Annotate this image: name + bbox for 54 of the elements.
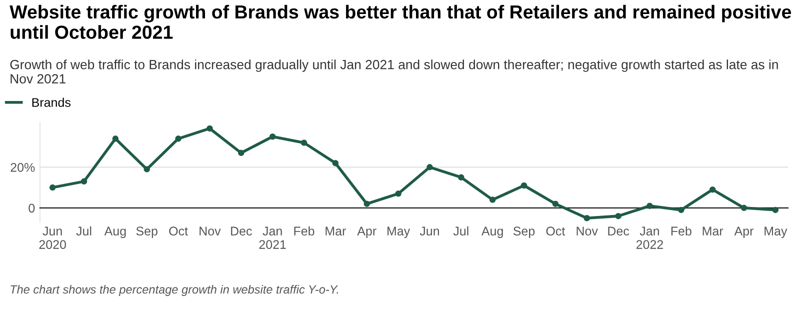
point [206,125,213,132]
x-tick-label: Dec [231,226,252,236]
legend-label: Brands [32,98,70,107]
x-tick-label: Nov [576,226,598,236]
point [395,190,402,197]
x-tick-label: May [764,226,788,238]
x-tick-label: Jan 2021 [259,226,286,249]
x-tick-label: Mar [702,226,724,236]
point [709,186,716,193]
x-tick-label: Jun 2020 [39,226,66,249]
chart-title: Website traffic growth of Brands was better than that of Retailers and remained positive until October 2021 [10,4,792,39]
x-tick-label: Feb [671,226,692,236]
point [300,140,308,146]
x-tick-label: Apr [734,226,754,238]
x-tick-label: Jan 2022 [636,226,663,249]
x-tick-label: May [388,226,410,238]
point [364,200,370,207]
point [615,212,622,220]
point [489,196,496,203]
point [584,214,590,222]
x-tick-label: Feb [294,226,314,236]
x-tick-label: Aug [481,226,503,238]
x-tick-label: Apr [357,226,376,238]
point [144,166,150,172]
point [112,136,119,142]
point [238,150,244,156]
point [678,206,684,214]
y-tick-label: 0 [28,204,35,213]
x-tick-label: Jul [453,226,468,236]
y-tick-label: 20% [10,162,35,172]
point [269,133,276,140]
text: The chart shows the percentage growth in website traffic Y-o-Y. [10,284,338,296]
point [175,136,182,142]
x-tick-label: Oct [546,226,566,236]
chart-subtitle: Growth of web traffic to Brands increased gradually until Jan 2021 and slowed down thereafter; negative growth started as late as in Nov 2021 [10,60,778,84]
point [646,202,653,210]
x-tick-label: Sep [136,226,158,238]
x-tick-label: Sep [513,226,535,238]
point [332,160,339,166]
x-tick-label: Aug [104,226,126,238]
x-tick-label: Jun [420,226,439,236]
point [772,206,779,214]
point [458,174,464,180]
point [426,164,433,170]
x-tick-label: Mar [326,226,346,236]
point [552,200,559,207]
point [49,184,56,191]
x-tick-label: Jul [76,226,92,236]
x-tick-label: Dec [608,226,630,236]
point [520,182,528,189]
point [740,204,748,212]
x-tick-label: Oct [169,226,188,236]
x-tick-label: Nov [200,226,221,236]
point [80,178,88,185]
